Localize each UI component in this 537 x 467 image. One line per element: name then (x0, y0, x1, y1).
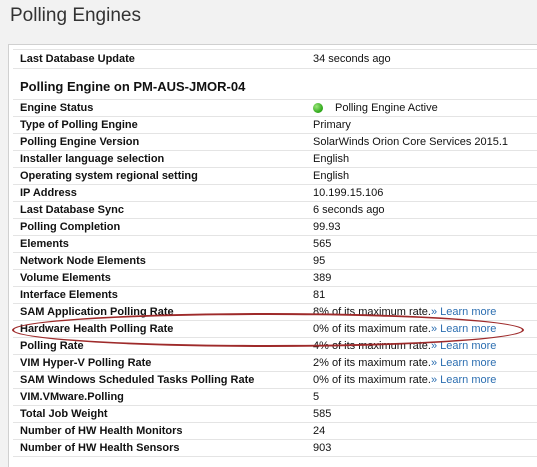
learn-more-link[interactable]: » Learn more (430, 323, 497, 335)
detail-label: Interface Elements (20, 289, 118, 301)
detail-row: Last Database Sync 6 seconds ago (13, 202, 537, 219)
detail-label: Type of Polling Engine (20, 119, 138, 131)
learn-more-link[interactable]: » Learn more (430, 340, 497, 352)
detail-row: VIM.VMware.Polling 5 (13, 389, 537, 406)
status-active-icon (313, 103, 323, 113)
detail-value-text: 95 (313, 255, 326, 267)
detail-value-text: English (313, 153, 350, 165)
detail-label: Polling Rate (20, 340, 84, 352)
detail-label: Network Node Elements (20, 255, 146, 267)
detail-row: Polling Rate 4% of its maximum rate.» Lea… (13, 338, 537, 355)
detail-rows: Type of Polling Engine Primary Polling Eng… (13, 117, 537, 457)
detail-value-text: 0% of its maximum rate. (313, 323, 431, 335)
engine-status-row: Engine Status Polling Engine Active (13, 100, 537, 117)
detail-value-text: 6 seconds ago (313, 204, 385, 216)
detail-value: 565 (313, 236, 331, 252)
detail-value: 5 (313, 389, 319, 405)
detail-value-text: 2% of its maximum rate. (313, 357, 431, 369)
engine-status-value: Polling Engine Active (335, 102, 438, 114)
detail-value: SolarWinds Orion Core Services 2015.1 (313, 134, 508, 150)
section-heading: Polling Engine on PM-AUS-JMOR-04 (13, 69, 537, 100)
detail-row: Total Job Weight 585 (13, 406, 537, 423)
detail-row: Number of HW Health Sensors 903 (13, 440, 537, 457)
detail-value-text: 389 (313, 272, 332, 284)
learn-more-link[interactable]: » Learn more (430, 357, 497, 369)
details-table: Last Database Update 34 seconds ago Poll… (13, 49, 537, 457)
detail-value-text: 565 (313, 238, 332, 250)
learn-more-link[interactable]: » Learn more (430, 306, 497, 318)
detail-value: 6 seconds ago (313, 202, 385, 218)
detail-value-text: 5 (313, 391, 320, 403)
detail-value: 95 (313, 253, 325, 269)
learn-more-link[interactable]: » Learn more (430, 374, 497, 386)
detail-value: 8% of its maximum rate.» Learn more (313, 304, 496, 320)
detail-row: Installer language selection English (13, 151, 537, 168)
detail-label: VIM Hyper-V Polling Rate (20, 357, 152, 369)
detail-value-text: 81 (313, 289, 326, 301)
detail-value: 903 (313, 440, 331, 456)
detail-label: Volume Elements (20, 272, 111, 284)
detail-value-text: 8% of its maximum rate. (313, 306, 431, 318)
detail-row: Type of Polling Engine Primary (13, 117, 537, 134)
detail-label: SAM Windows Scheduled Tasks Polling Rate (20, 374, 255, 386)
summary-label: Last Database Update (20, 53, 135, 65)
detail-value: 585 (313, 406, 331, 422)
detail-row: Polling Completion 99.93 (13, 219, 537, 236)
detail-row: SAM Windows Scheduled Tasks Polling Rate… (13, 372, 537, 389)
detail-value-text: 4% of its maximum rate. (313, 340, 431, 352)
detail-label: Number of HW Health Sensors (20, 442, 180, 454)
detail-value: 2% of its maximum rate.» Learn more (313, 355, 496, 371)
engine-status-label: Engine Status (20, 102, 94, 114)
detail-value-text: English (313, 170, 350, 182)
detail-value: 24 (313, 423, 325, 439)
detail-value: 81 (313, 287, 325, 303)
detail-value: 4% of its maximum rate.» Learn more (313, 338, 496, 354)
detail-label: Elements (20, 238, 69, 250)
detail-value: 99.93 (313, 219, 341, 235)
detail-value: Primary (313, 117, 351, 133)
detail-value: English (313, 168, 349, 184)
detail-row: Polling Engine Version SolarWinds Orion C… (13, 134, 537, 151)
detail-value-text: 10.199.15.106 (313, 187, 384, 199)
detail-row: Hardware Health Polling Rate 0% of its ma… (13, 321, 537, 338)
detail-value: 0% of its maximum rate.» Learn more (313, 321, 496, 337)
detail-value: 0% of its maximum rate.» Learn more (313, 372, 496, 388)
detail-row: Number of HW Health Monitors 24 (13, 423, 537, 440)
detail-row: IP Address 10.199.15.106 (13, 185, 537, 202)
detail-row: VIM Hyper-V Polling Rate 2% of its maximu… (13, 355, 537, 372)
detail-value: 10.199.15.106 (313, 185, 383, 201)
detail-value-text: 585 (313, 408, 332, 420)
detail-value-text: 99.93 (313, 221, 341, 233)
detail-row: Network Node Elements 95 (13, 253, 537, 270)
detail-value: 389 (313, 270, 331, 286)
detail-label: Operating system regional setting (20, 170, 198, 182)
polling-engine-panel: Last Database Update 34 seconds ago Poll… (8, 44, 537, 467)
detail-value-text: Primary (313, 119, 351, 131)
detail-label: Last Database Sync (20, 204, 124, 216)
detail-value-text: 0% of its maximum rate. (313, 374, 431, 386)
detail-row: Interface Elements 81 (13, 287, 537, 304)
detail-label: VIM.VMware.Polling (20, 391, 124, 403)
page-title: Polling Engines (10, 5, 141, 26)
detail-row: Operating system regional setting English (13, 168, 537, 185)
detail-value: English (313, 151, 349, 167)
detail-label: Hardware Health Polling Rate (20, 323, 174, 335)
detail-row: Volume Elements 389 (13, 270, 537, 287)
detail-value-text: 24 (313, 425, 326, 437)
detail-label: Total Job Weight (20, 408, 108, 420)
detail-label: Polling Engine Version (20, 136, 140, 148)
detail-row: SAM Application Polling Rate 8% of its ma… (13, 304, 537, 321)
summary-value: 34 seconds ago (313, 53, 391, 65)
detail-value-text: SolarWinds Orion Core Services 2015.1 (313, 136, 509, 148)
detail-label: Installer language selection (20, 153, 165, 165)
detail-label: IP Address (20, 187, 77, 199)
detail-value-text: 903 (313, 442, 332, 454)
summary-row: Last Database Update 34 seconds ago (13, 49, 537, 69)
detail-label: SAM Application Polling Rate (20, 306, 174, 318)
detail-label: Number of HW Health Monitors (20, 425, 183, 437)
detail-label: Polling Completion (20, 221, 121, 233)
detail-row: Elements 565 (13, 236, 537, 253)
